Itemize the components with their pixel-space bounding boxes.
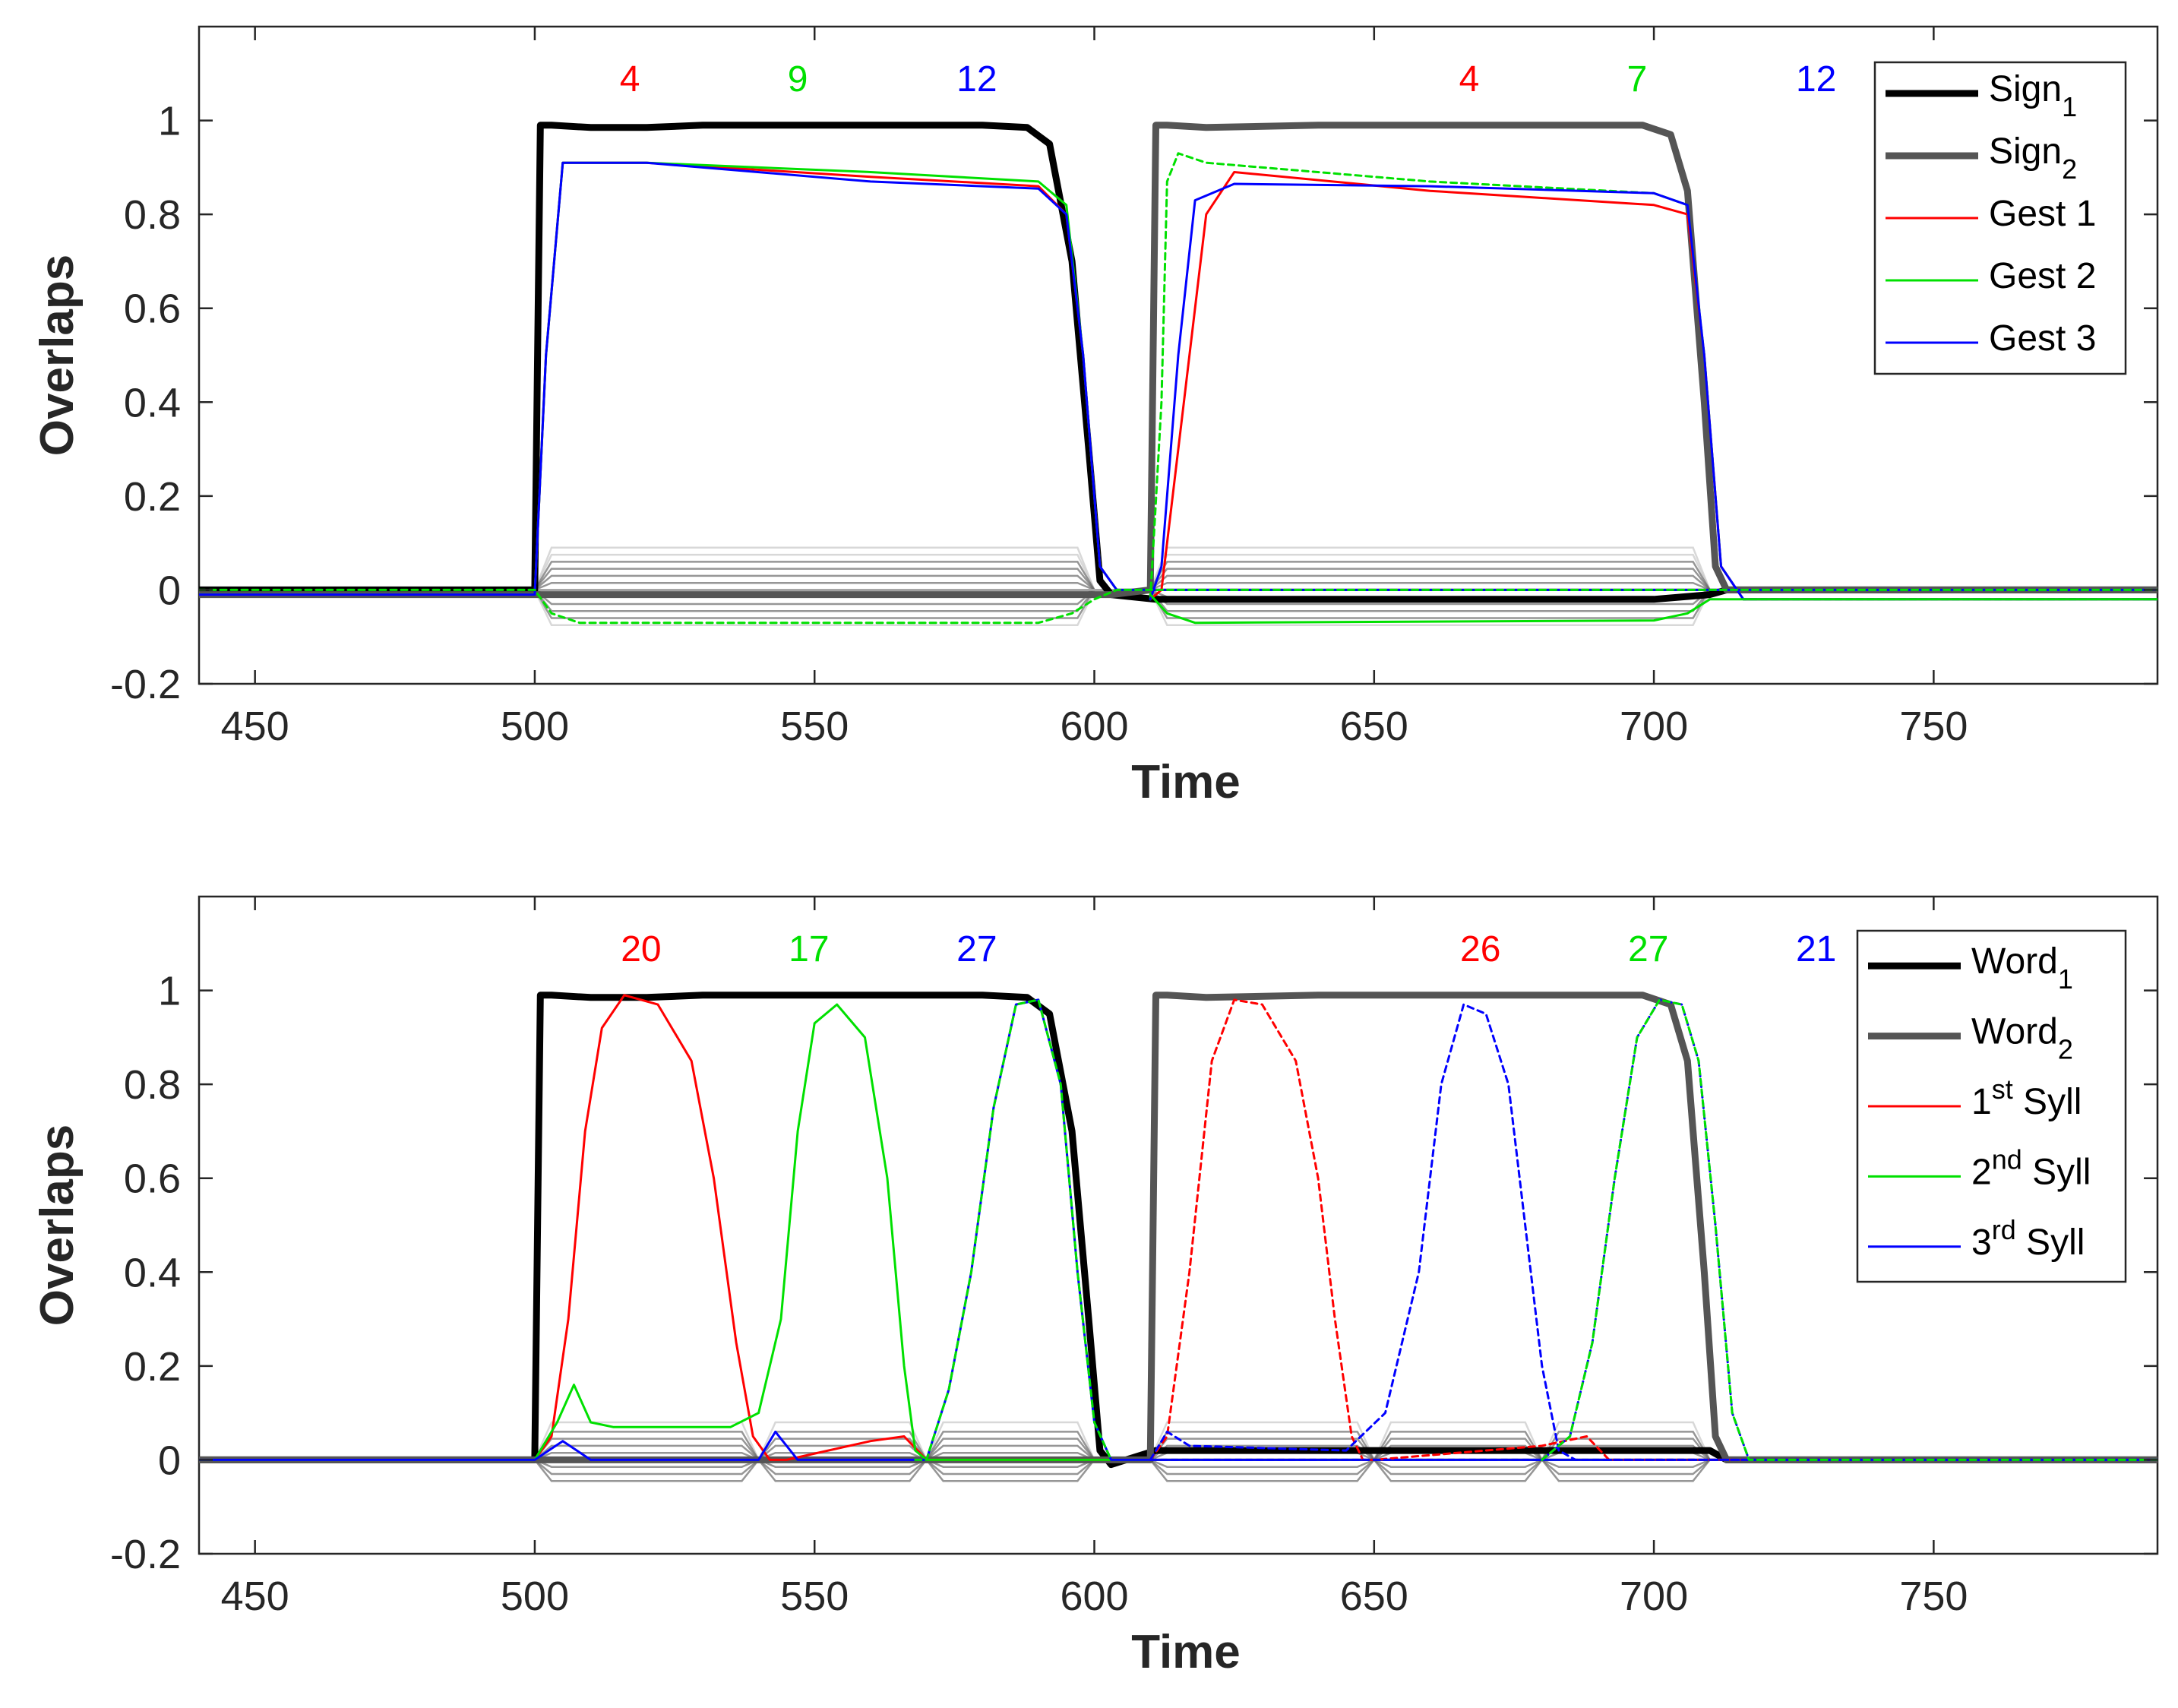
x-tick-label: 650 xyxy=(1340,1574,1408,1619)
x-axis-title: Time xyxy=(1131,756,1241,808)
count-annotation: 21 xyxy=(1796,929,1836,969)
y-tick-label: 0.6 xyxy=(124,286,181,332)
plot-area xyxy=(198,895,2159,1555)
legend-label: Word2 xyxy=(1971,1012,2073,1065)
x-tick-label: 600 xyxy=(1060,1574,1128,1619)
y-axis-title: Overlaps xyxy=(31,1124,84,1326)
count-annotation: 4 xyxy=(620,59,640,100)
y-axis-title: Overlaps xyxy=(31,255,84,456)
x-tick-label: 650 xyxy=(1340,704,1408,749)
count-annotation: 26 xyxy=(1460,929,1500,969)
y-tick-label: 0.8 xyxy=(124,1062,181,1108)
legend-label: Sign2 xyxy=(1989,131,2077,185)
y-tick-label: 0.8 xyxy=(124,192,181,238)
x-tick-label: 750 xyxy=(1899,704,1968,749)
x-tick-label: 500 xyxy=(501,1574,569,1619)
x-tick-label: 550 xyxy=(780,704,849,749)
series-line-gest-3-word-2- xyxy=(1149,182,2157,601)
y-tick-label: 0 xyxy=(158,1438,181,1483)
count-annotation: 20 xyxy=(621,929,661,969)
count-annotation: 9 xyxy=(788,59,808,100)
series-line-1st-syll-word-1- xyxy=(199,994,2157,1461)
y-tick-label: 1 xyxy=(158,969,181,1014)
legend: Word1 Word2 1st Syll 2nd Syll 3rd Syll xyxy=(1856,929,2127,1283)
x-tick-label: 550 xyxy=(780,1574,849,1619)
y-tick-label: 1 xyxy=(158,99,181,144)
x-tick-label: 450 xyxy=(221,704,289,749)
x-axis-title: Time xyxy=(1131,1626,1241,1678)
background-overlap-trace xyxy=(199,589,1711,627)
series-line-gest-2-negative-word-1- xyxy=(199,588,2157,625)
series-line-sign-2 xyxy=(199,122,2157,599)
legend-label: Gest 1 xyxy=(1989,194,2096,234)
x-tick-label: 450 xyxy=(221,1574,289,1619)
series-line-gest-3-word-1- xyxy=(199,161,2157,596)
legend: Sign1 Sign2 Gest 1 Gest 2 Gest 3 xyxy=(1873,61,2127,375)
y-tick-label: 0.2 xyxy=(124,1344,181,1390)
x-tick-label: 500 xyxy=(501,704,569,749)
x-tick-label: 750 xyxy=(1899,1574,1968,1619)
y-tick-label: 0 xyxy=(158,568,181,613)
x-tick-label: 700 xyxy=(1620,704,1688,749)
top-chart-panel: 450 500 550 600 650 700 750 -0.2 0 0.2 0.4 0.6 0.8 1 T… xyxy=(31,25,2159,808)
y-tick-label: -0.2 xyxy=(110,1532,181,1577)
y-tick-label: 0.6 xyxy=(124,1156,181,1202)
series-line-3rd-syll-dashed-green-word-2- xyxy=(1541,998,2157,1461)
legend-label: Gest 2 xyxy=(1989,256,2096,296)
series-line-sign-1 xyxy=(199,122,2157,603)
count-annotation: 7 xyxy=(1627,59,1648,100)
y-tick-label: 0.4 xyxy=(124,380,181,425)
plot-lines xyxy=(199,992,2157,1482)
y-tick-label: -0.2 xyxy=(110,662,181,707)
y-tick-label: 0.2 xyxy=(124,474,181,520)
bottom-chart-panel: 450 500 550 600 650 700 750 -0.2 0 0.2 0.4 0.6 0.8 1 T… xyxy=(31,895,2159,1678)
count-annotation: 27 xyxy=(1628,929,1668,969)
count-annotation: 12 xyxy=(1796,59,1836,100)
legend-label: 3rd Syll xyxy=(1971,1214,2085,1263)
series-line-2nd-syll-word-2- xyxy=(1149,1003,2157,1461)
count-annotation: 27 xyxy=(956,929,997,969)
x-tick-label: 600 xyxy=(1060,704,1128,749)
legend-label: Word1 xyxy=(1971,941,2073,995)
count-annotation: 12 xyxy=(956,59,997,100)
count-annotation: 4 xyxy=(1459,59,1480,100)
series-line-3rd-syll-dashed-green-word-1- xyxy=(914,998,1113,1461)
x-tick-label: 700 xyxy=(1620,1574,1688,1619)
y-tick-label: 0.4 xyxy=(124,1250,181,1295)
series-line-word-1 xyxy=(199,992,2157,1469)
count-annotation: 17 xyxy=(789,929,829,969)
plot-lines xyxy=(199,122,2157,627)
series-line-2nd-syll-word-1- xyxy=(199,1003,2157,1461)
legend-label: Sign1 xyxy=(1989,69,2077,122)
legend-label: Gest 3 xyxy=(1989,318,2096,359)
legend-label: 2nd Syll xyxy=(1971,1143,2091,1192)
legend-label: 1st Syll xyxy=(1971,1074,2082,1122)
series-line-gest-2-negative-word-2- xyxy=(1149,593,2157,625)
